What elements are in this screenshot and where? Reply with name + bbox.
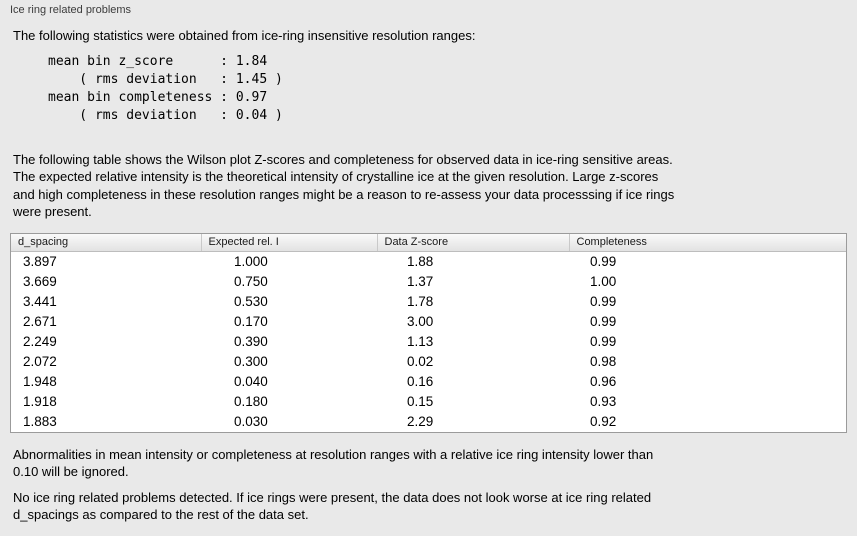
table-row[interactable]: 1.918 0.180 0.15 0.93 [11,392,846,412]
table-cell: 1.918 [23,394,57,409]
table-cell: 0.040 [234,374,268,389]
table-cell: 3.441 [23,294,57,309]
table-header-row: d_spacing Expected rel. I Data Z-score C… [11,233,846,252]
table-cell: 0.530 [234,294,268,309]
table-row[interactable]: 3.441 0.530 1.78 0.99 [11,292,846,312]
table-cell: 0.92 [590,414,617,429]
table-row[interactable]: 2.249 0.390 1.13 0.99 [11,332,846,352]
table-cell: 1.13 [407,334,434,349]
table-cell: 0.300 [234,354,268,369]
ice-ring-table[interactable]: d_spacing Expected rel. I Data Z-score C… [10,232,847,433]
table-cell: 1.37 [407,274,434,289]
table-row[interactable]: 2.072 0.300 0.02 0.98 [11,352,846,372]
ice-table-body: 3.897 1.000 1.88 0.99 3.669 0.750 1.37 1.00 3.44… [11,252,846,432]
table-cell: 0.98 [590,354,617,369]
table-cell: 1.78 [407,294,434,309]
threshold-note-text: Abnormalities in mean intensity or compl… [13,446,654,480]
table-row[interactable]: 2.671 0.170 3.00 0.99 [11,312,846,332]
table-cell: 1.948 [23,374,57,389]
table-cell: 1.883 [23,414,57,429]
table-cell: 0.99 [590,334,617,349]
table-cell: 0.99 [590,314,617,329]
table-cell: 3.897 [23,254,57,270]
table-cell: 1.000 [234,254,268,270]
table-cell: 0.170 [234,314,268,329]
conclusion-text: No ice ring related problems detected. I… [13,489,652,523]
table-cell: 2.249 [23,334,57,349]
statistics-block: mean bin z_score : 1.84 ( rms deviation … [48,53,283,123]
table-cell: 0.02 [407,354,434,369]
table-row[interactable]: 3.897 1.000 1.88 0.99 [11,252,846,272]
intro-text: The following statistics were obtained f… [13,28,476,43]
table-cell: 1.00 [590,274,617,289]
table-cell: 0.180 [234,394,268,409]
table-row[interactable]: 1.948 0.040 0.16 0.96 [11,372,846,392]
table-cell: 0.93 [590,394,617,409]
table-row[interactable]: 1.883 0.030 2.29 0.92 [11,412,846,432]
column-header-completeness[interactable]: Completeness [569,233,846,252]
table-cell: 0.15 [407,394,434,409]
table-cell: 0.16 [407,374,434,389]
table-cell: 3.00 [407,314,434,329]
panel-title: Ice ring related problems [10,4,132,16]
ice-ring-table-grid: d_spacing Expected rel. I Data Z-score C… [11,233,846,432]
column-header-d-spacing[interactable]: d_spacing [11,233,202,252]
table-cell: 0.99 [590,254,617,270]
table-row[interactable]: 3.669 0.750 1.37 1.00 [11,272,846,292]
table-cell: 0.750 [234,274,268,289]
column-header-data-z-score[interactable]: Data Z-score [377,233,570,252]
table-cell: 0.96 [590,374,617,389]
table-cell: 2.29 [407,414,434,429]
table-cell: 1.88 [407,254,434,270]
table-cell: 0.390 [234,334,268,349]
table-cell: 3.669 [23,274,57,289]
table-cell: 0.99 [590,294,617,309]
table-cell: 0.030 [234,414,268,429]
table-cell: 2.072 [23,354,57,369]
column-header-expected-rel-i[interactable]: Expected rel. I [201,233,378,252]
table-cell: 2.671 [23,314,57,329]
table-description-text: The following table shows the Wilson plo… [13,151,675,220]
